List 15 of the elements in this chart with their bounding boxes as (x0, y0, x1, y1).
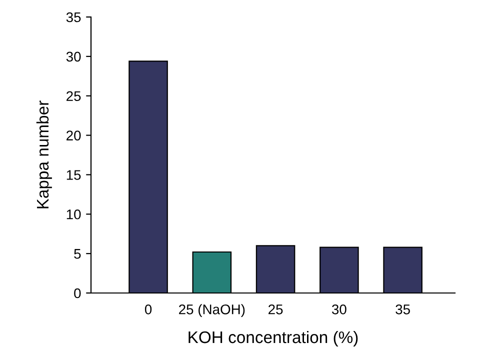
y-tick-label: 5 (74, 249, 81, 259)
y-tick-label: 15 (66, 170, 81, 180)
x-tick-label: 30 (332, 304, 346, 314)
x-axis-title: KOH concentration (%) (188, 330, 358, 346)
y-axis-title: Kappa number (36, 100, 52, 208)
y-tick-label: 25 (66, 91, 81, 102)
y-tick-label: 10 (66, 209, 81, 220)
y-tick-label: 0 (74, 288, 81, 298)
x-tick-label: 25 (NaOH) (179, 304, 245, 318)
x-tick-label: 0 (144, 304, 152, 314)
x-tick-label: 25 (268, 304, 283, 314)
y-tick-label: 20 (66, 130, 81, 140)
y-tick-label: 35 (66, 12, 81, 22)
x-tick-label: 35 (396, 304, 410, 314)
y-tick-label: 30 (66, 52, 81, 62)
